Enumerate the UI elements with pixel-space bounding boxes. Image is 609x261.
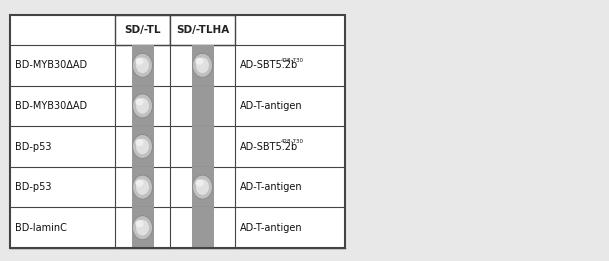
Text: AD-T-antigen: AD-T-antigen [240,101,303,111]
Text: AD-T-antigen: AD-T-antigen [240,182,303,192]
Text: SD/-TLHA: SD/-TLHA [176,25,229,35]
Ellipse shape [136,98,149,114]
Text: BD-p53: BD-p53 [15,182,52,192]
Ellipse shape [136,57,149,73]
Ellipse shape [135,98,144,105]
Text: 428-730: 428-730 [281,139,304,144]
Text: BD-p53: BD-p53 [15,141,52,151]
Ellipse shape [136,220,149,235]
Bar [132,86,153,126]
Ellipse shape [192,175,213,199]
Text: AD-T-antigen: AD-T-antigen [240,223,303,233]
Bar [191,207,214,248]
Bar [170,15,235,45]
Ellipse shape [196,57,209,73]
Ellipse shape [195,180,203,187]
Ellipse shape [133,94,152,118]
Ellipse shape [195,58,203,65]
Bar [10,15,345,248]
Ellipse shape [133,134,152,158]
Text: SD/-TL: SD/-TL [124,25,161,35]
Text: BD-MYB30ΔAD: BD-MYB30ΔAD [15,60,87,70]
Bar [191,86,214,126]
Ellipse shape [192,53,213,77]
Ellipse shape [133,216,152,240]
Bar [10,15,345,248]
Ellipse shape [136,139,149,154]
Bar [115,15,170,45]
Text: BD-MYB30ΔAD: BD-MYB30ΔAD [15,101,87,111]
Text: BD-laminC: BD-laminC [15,223,67,233]
Bar [132,207,153,248]
Ellipse shape [135,58,144,65]
Ellipse shape [133,53,152,77]
Ellipse shape [136,179,149,195]
Ellipse shape [135,220,144,227]
Text: AD-SBT5.2b: AD-SBT5.2b [240,60,298,70]
Bar [132,167,153,207]
Bar [132,126,153,167]
Ellipse shape [133,175,152,199]
Bar [191,167,214,207]
Text: AD-SBT5.2b: AD-SBT5.2b [240,141,298,151]
Ellipse shape [135,180,144,187]
Text: 428-730: 428-730 [281,58,304,63]
Bar [132,45,153,86]
Ellipse shape [196,179,209,195]
Ellipse shape [135,139,144,146]
Bar [191,45,214,86]
Bar [191,126,214,167]
